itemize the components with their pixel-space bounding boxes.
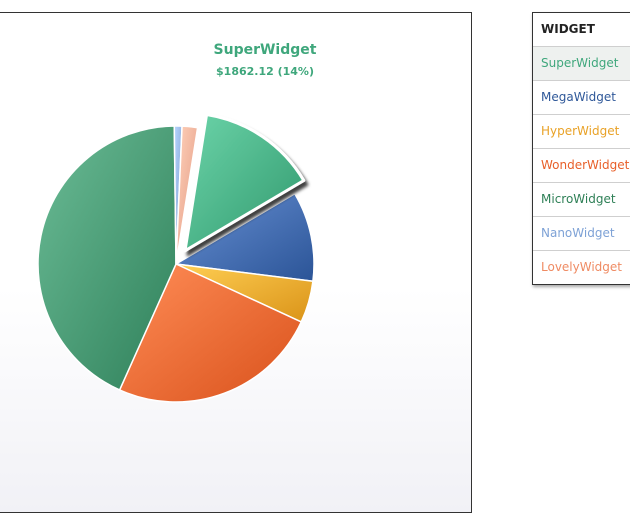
pie-slice-superwidget[interactable] xyxy=(183,112,306,253)
pie-slice-microwidget[interactable] xyxy=(37,125,177,391)
legend-rows: SuperWidget MegaWidget HyperWidget WonderWi… xyxy=(533,47,630,284)
pie-slice-lovelywidget[interactable] xyxy=(175,125,199,265)
tooltip-value: $1862.12 (14%) xyxy=(216,65,314,78)
chart-panel: SuperWidget $1862.12 (14%) xyxy=(0,12,472,513)
legend-table: WIDGET SuperWidget MegaWidget HyperWidget W… xyxy=(532,12,630,285)
pie-slice-megawidget[interactable] xyxy=(175,193,315,283)
legend-item-wonderwidget[interactable]: WonderWidget xyxy=(533,149,630,183)
legend-header: WIDGET xyxy=(533,13,630,47)
pie-chart xyxy=(37,112,315,403)
legend-item-superwidget[interactable]: SuperWidget xyxy=(533,47,630,81)
legend-item-megawidget[interactable]: MegaWidget xyxy=(533,81,630,115)
pie-slice-wonderwidget[interactable] xyxy=(118,263,302,403)
legend-item-hyperwidget[interactable]: HyperWidget xyxy=(533,115,630,149)
legend-item-nanowidget[interactable]: NanoWidget xyxy=(533,217,630,251)
legend-item-microwidget[interactable]: MicroWidget xyxy=(533,183,630,217)
legend-item-lovelywidget[interactable]: LovelyWidget xyxy=(541,260,622,274)
tooltip-title: SuperWidget xyxy=(213,42,317,58)
